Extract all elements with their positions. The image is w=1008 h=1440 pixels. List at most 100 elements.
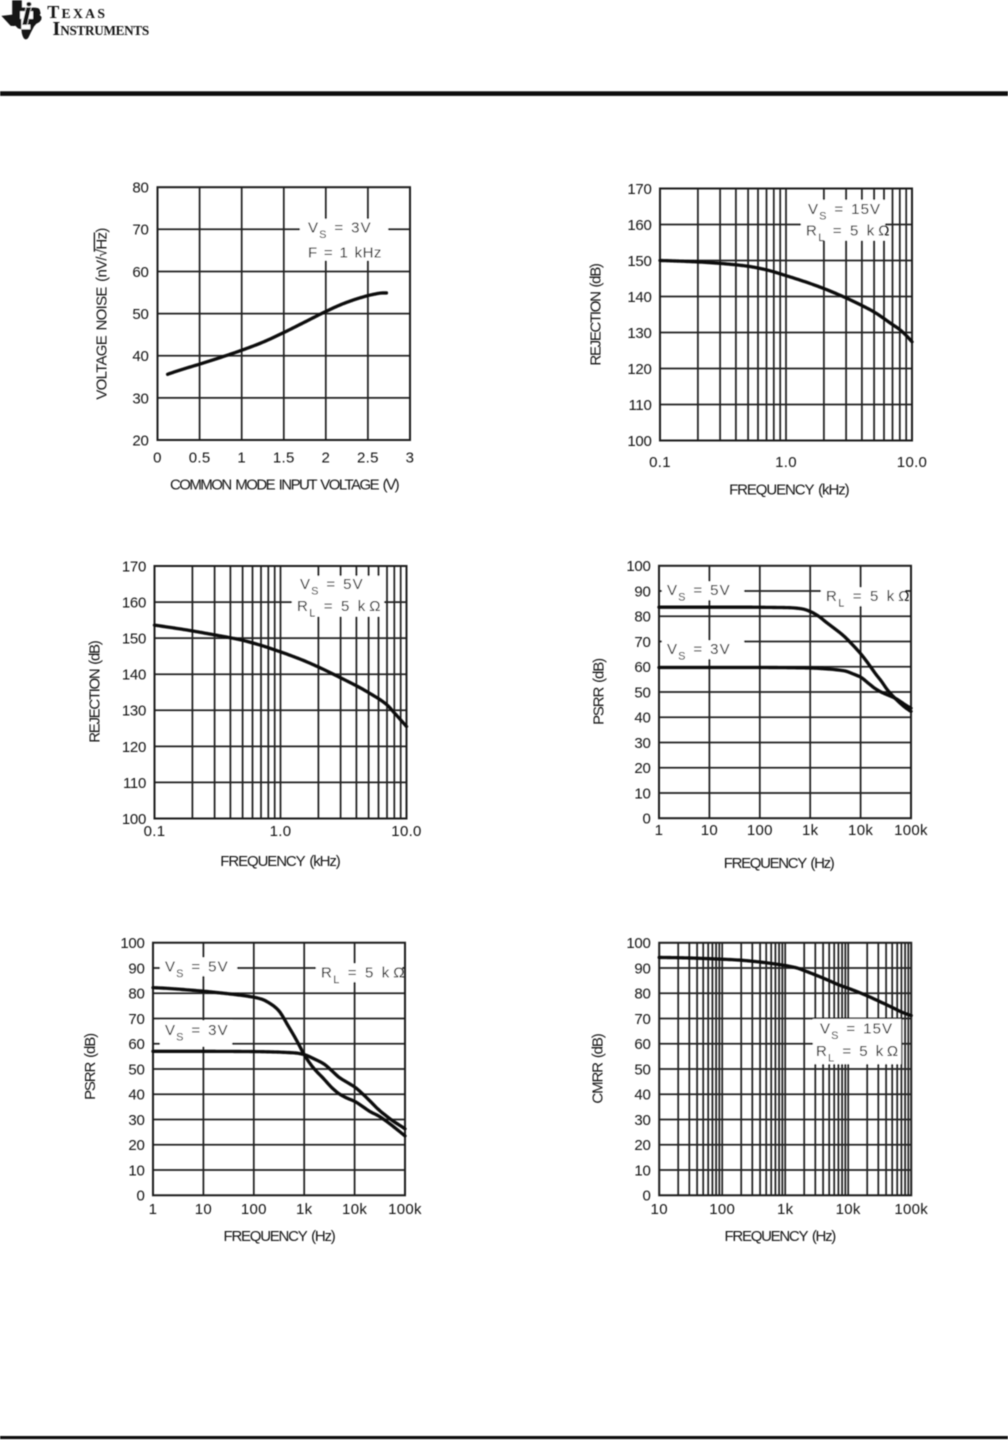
svg-text:100k: 100k	[388, 1201, 422, 1218]
svg-text:100: 100	[626, 935, 650, 952]
svg-text:20: 20	[132, 432, 148, 449]
svg-text:FREQUENCY (Hz): FREQUENCY (Hz)	[724, 855, 835, 872]
svg-text:10: 10	[651, 1201, 668, 1218]
svg-text:TEXAS: TEXAS	[47, 2, 107, 22]
svg-text:60: 60	[634, 1036, 650, 1053]
svg-text:1: 1	[655, 822, 664, 839]
svg-text:VOLTAGE NOISE (nV/√Hz): VOLTAGE NOISE (nV/√Hz)	[93, 228, 110, 400]
svg-text:140: 140	[122, 667, 146, 684]
svg-text:110: 110	[123, 775, 146, 792]
svg-text:FREQUENCY (Hz): FREQUENCY (Hz)	[725, 1228, 837, 1245]
svg-text:30: 30	[634, 1112, 650, 1129]
svg-text:40: 40	[634, 1087, 650, 1104]
svg-text:100: 100	[241, 1201, 267, 1218]
svg-text:10: 10	[701, 822, 718, 839]
svg-text:0: 0	[136, 1188, 144, 1205]
svg-text:110: 110	[628, 397, 651, 414]
svg-text:10.0: 10.0	[391, 823, 421, 840]
svg-text:3: 3	[406, 450, 415, 467]
svg-text:COMMON MODE INPUT VOLTAGE (V): COMMON MODE INPUT VOLTAGE (V)	[170, 476, 400, 493]
svg-text:RL = 5 k Ω: RL = 5 k Ω	[297, 598, 382, 620]
svg-text:20: 20	[128, 1137, 144, 1154]
svg-text:1: 1	[237, 450, 246, 467]
svg-text:VS = 3V: VS = 3V	[667, 641, 731, 663]
svg-text:20: 20	[634, 760, 650, 777]
svg-text:90: 90	[634, 583, 650, 600]
svg-text:100: 100	[122, 811, 146, 828]
svg-text:40: 40	[128, 1087, 144, 1104]
svg-text:80: 80	[634, 609, 650, 626]
svg-text:10k: 10k	[836, 1201, 861, 1218]
svg-text:50: 50	[132, 306, 148, 323]
svg-text:10.0: 10.0	[897, 454, 927, 471]
svg-text:100: 100	[747, 822, 773, 839]
svg-text:0.1: 0.1	[144, 823, 166, 840]
svg-text:PSRR (dB): PSRR (dB)	[590, 658, 607, 725]
svg-text:140: 140	[627, 289, 651, 306]
svg-text:30: 30	[128, 1112, 144, 1129]
svg-text:F = 1 kHz: F = 1 kHz	[308, 245, 382, 262]
svg-text:50: 50	[634, 1062, 650, 1079]
svg-text:150: 150	[122, 631, 146, 648]
svg-text:50: 50	[128, 1061, 144, 1078]
svg-text:10k: 10k	[848, 822, 873, 839]
svg-text:130: 130	[627, 325, 651, 342]
svg-text:90: 90	[128, 960, 144, 977]
svg-text:30: 30	[634, 735, 650, 752]
svg-text:1.0: 1.0	[270, 823, 292, 840]
svg-text:FREQUENCY (kHz): FREQUENCY (kHz)	[729, 482, 849, 499]
svg-text:RL = 5 k Ω: RL = 5 k Ω	[826, 588, 911, 610]
svg-text:40: 40	[634, 710, 650, 727]
svg-text:RL = 5 k Ω: RL = 5 k Ω	[806, 222, 891, 244]
svg-text:30: 30	[132, 390, 148, 407]
svg-text:2: 2	[321, 450, 330, 467]
svg-text:0: 0	[642, 811, 650, 828]
svg-text:RL = 5 k Ω: RL = 5 k Ω	[816, 1043, 899, 1065]
svg-text:150: 150	[627, 253, 651, 270]
svg-text:80: 80	[132, 180, 148, 197]
svg-text:100: 100	[627, 433, 651, 450]
svg-text:120: 120	[627, 361, 651, 378]
svg-text:0: 0	[153, 450, 162, 467]
svg-text:40: 40	[132, 348, 148, 365]
svg-text:REJECTION (dB): REJECTION (dB)	[86, 640, 103, 742]
svg-text:120: 120	[122, 739, 146, 756]
svg-text:PSRR (dB): PSRR (dB)	[82, 1033, 99, 1100]
svg-text:60: 60	[132, 264, 148, 281]
svg-text:INSTRUMENTS: INSTRUMENTS	[53, 18, 149, 40]
svg-text:80: 80	[128, 986, 144, 1003]
svg-text:10: 10	[195, 1201, 212, 1218]
svg-text:10: 10	[128, 1162, 144, 1179]
svg-text:1.5: 1.5	[273, 450, 295, 467]
svg-text:10: 10	[634, 1163, 650, 1180]
svg-text:RL = 5 k Ω: RL = 5 k Ω	[321, 964, 406, 986]
svg-text:170: 170	[627, 181, 651, 198]
svg-text:CMRR (dB): CMRR (dB)	[589, 1033, 606, 1103]
svg-text:100k: 100k	[894, 822, 928, 839]
svg-text:70: 70	[634, 1011, 650, 1028]
svg-text:60: 60	[634, 659, 650, 676]
svg-text:160: 160	[122, 595, 146, 612]
svg-text:0.5: 0.5	[189, 450, 211, 467]
svg-text:70: 70	[132, 222, 148, 239]
svg-text:1: 1	[149, 1201, 158, 1218]
svg-text:90: 90	[634, 960, 650, 977]
svg-text:160: 160	[627, 217, 651, 234]
svg-text:100: 100	[626, 558, 650, 575]
svg-text:20: 20	[634, 1137, 650, 1154]
svg-text:70: 70	[128, 1011, 144, 1028]
svg-text:60: 60	[128, 1036, 144, 1053]
svg-text:0.1: 0.1	[649, 454, 671, 471]
svg-text:1.0: 1.0	[775, 454, 797, 471]
svg-text:130: 130	[122, 703, 146, 720]
svg-text:10: 10	[634, 785, 650, 802]
svg-text:80: 80	[634, 986, 650, 1003]
svg-text:1k: 1k	[296, 1201, 313, 1218]
svg-text:170: 170	[122, 558, 146, 575]
svg-text:2.5: 2.5	[357, 450, 379, 467]
svg-text:1k: 1k	[777, 1201, 794, 1218]
svg-text:10k: 10k	[342, 1201, 367, 1218]
svg-text:100: 100	[709, 1201, 735, 1218]
svg-text:100: 100	[120, 935, 144, 952]
svg-text:REJECTION (dB): REJECTION (dB)	[587, 263, 604, 365]
